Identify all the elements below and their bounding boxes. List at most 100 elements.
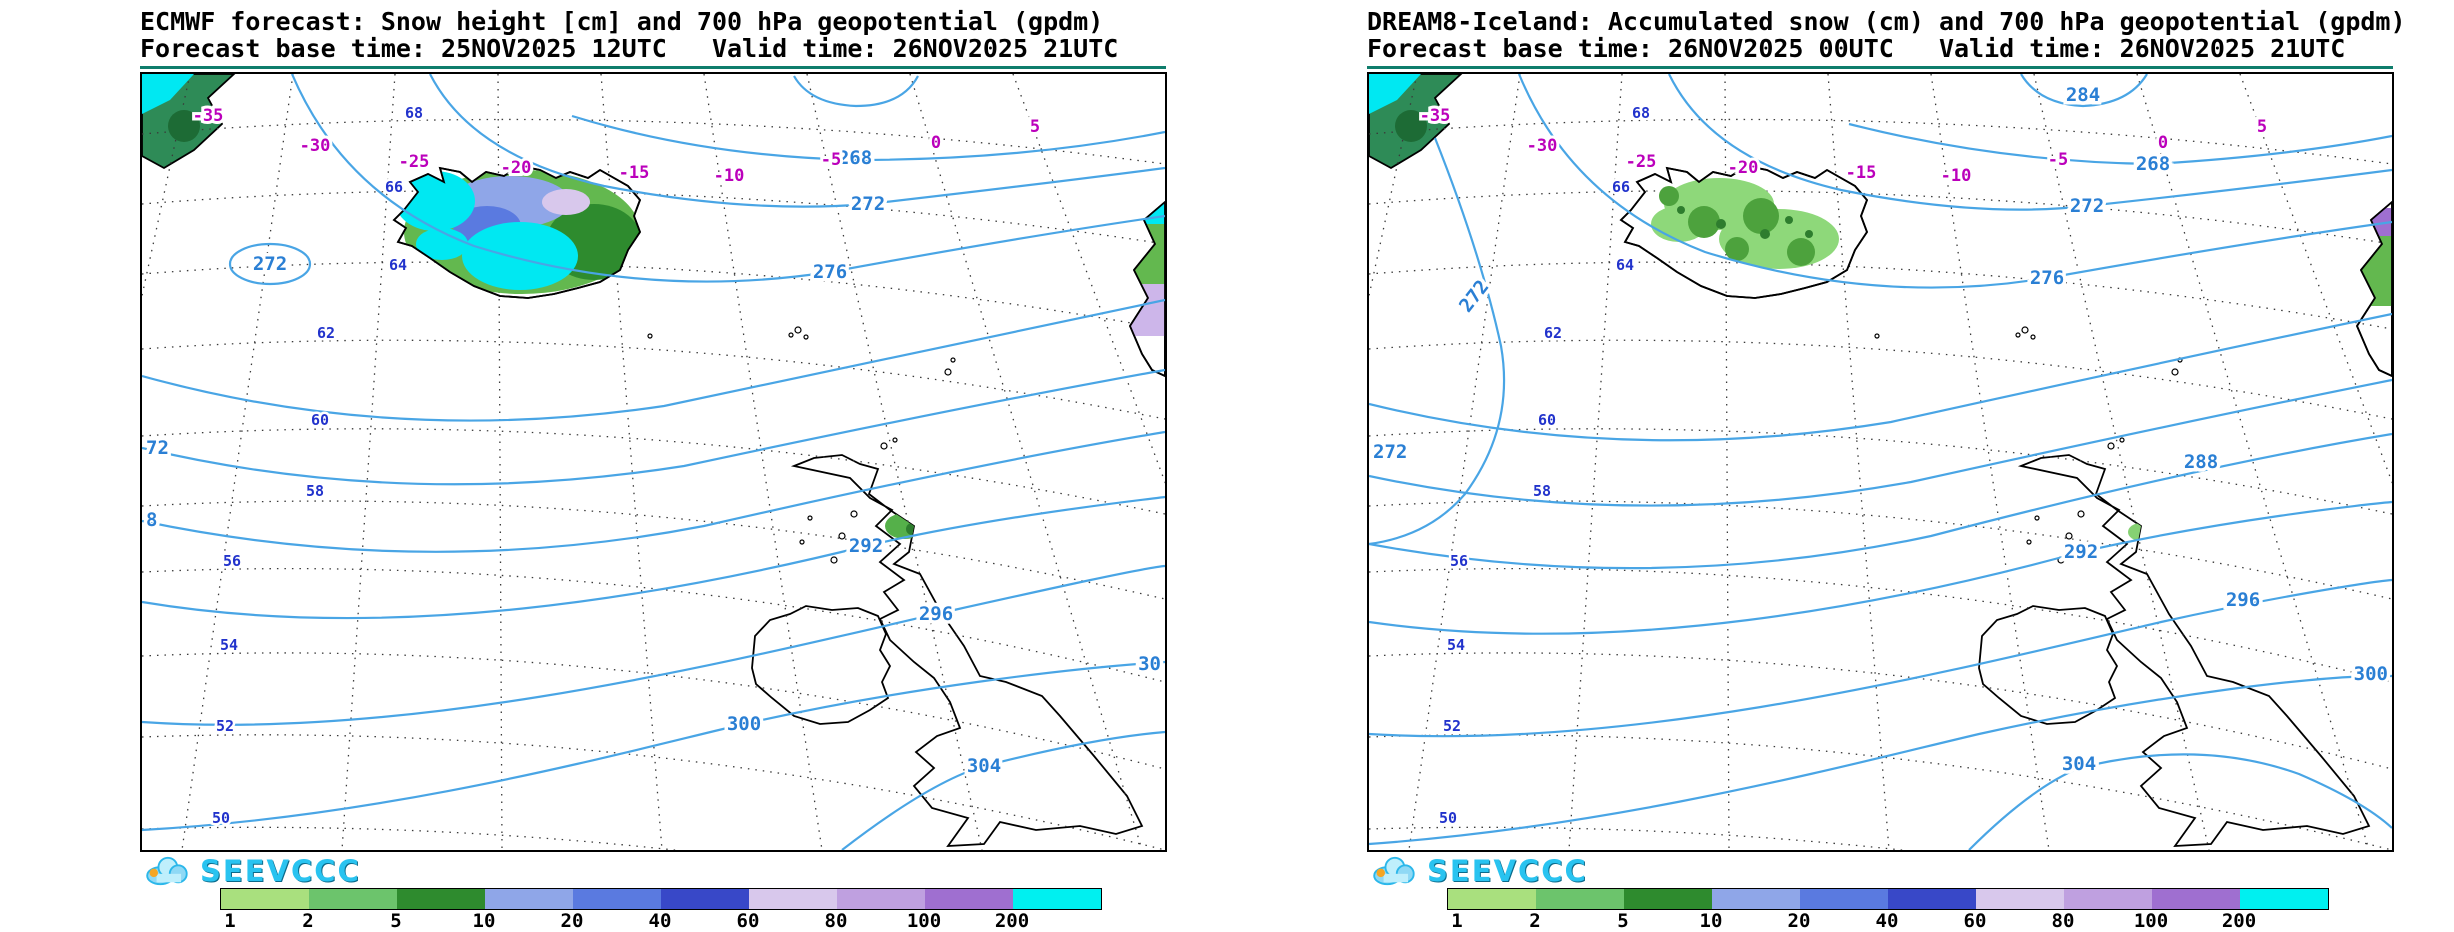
temperature-label: 5 <box>1030 117 1040 137</box>
ireland-coast <box>1978 605 2118 725</box>
colorbar-tick-label: 60 <box>1963 910 1987 932</box>
colorbar-tick-label: 1 <box>224 910 236 932</box>
geopotential-label: 272 <box>2070 195 2104 217</box>
geopotential-label: 292 <box>849 535 883 557</box>
snow-shading-dream8 <box>1369 74 2392 568</box>
panel-dream8: DREAM8-Iceland: Accumulated snow (cm) an… <box>1227 0 2454 932</box>
geopotential-label: 276 <box>813 261 847 283</box>
colorbar-strip <box>1447 888 2329 910</box>
colorbar-tick-label: 10 <box>472 910 496 932</box>
geopotential-label: 288 <box>2184 451 2218 473</box>
temperature-label: -15 <box>1846 163 1877 183</box>
latitude-label: 68 <box>1632 104 1650 122</box>
temperature-labels: -35 -30 -25 -20 -15 -10 -5 0 5 <box>190 103 1043 189</box>
latitude-label: 56 <box>223 552 241 570</box>
geopotential-label: 300 <box>2354 663 2388 685</box>
temperature-label: 5 <box>2257 117 2267 137</box>
temperature-label: -25 <box>399 152 430 172</box>
colorbar-ticks: 1 2 5 10 20 40 60 80 100 200 <box>1447 910 2327 932</box>
temperature-label: 0 <box>2158 133 2168 153</box>
colorbar-segment <box>749 889 837 909</box>
geopotential-label: 30 <box>1138 653 1161 675</box>
colorbar-segment <box>837 889 925 909</box>
colorbar-segment <box>1536 889 1624 909</box>
temperature-label: 0 <box>931 133 941 153</box>
temperature-label: -10 <box>1941 166 1972 186</box>
latitude-label: 64 <box>1616 256 1634 274</box>
colorbar-segment <box>309 889 397 909</box>
temperature-labels: -35 -30 -25 -20 -15 -10 -5 0 5 <box>1417 103 2270 189</box>
latitude-label: 66 <box>385 178 403 196</box>
latitude-label: 58 <box>306 482 324 500</box>
panel-ecmwf-footer: SEEVCCC 1 2 5 <box>140 854 1227 932</box>
latitude-label: 54 <box>220 636 238 654</box>
colorbar-segment <box>2240 889 2328 909</box>
latitude-label: 64 <box>389 256 407 274</box>
geopotential-label: 268 <box>2136 153 2170 175</box>
geopotential-label: 268 <box>838 147 872 169</box>
geopotential-label: 296 <box>2226 589 2260 611</box>
temperature-label: -5 <box>821 150 841 170</box>
geopotential-label: 304 <box>967 755 1001 777</box>
colorbar-segment <box>1888 889 1976 909</box>
logo-text: SEEVCCC <box>200 854 361 888</box>
colorbar-tick-label: 40 <box>1875 910 1899 932</box>
snow-colorbar: 1 2 5 10 20 40 60 80 100 200 <box>1447 888 2329 932</box>
latitude-label: 52 <box>216 717 234 735</box>
panel-title: ECMWF forecast: Snow height [cm] and 700… <box>140 7 1104 36</box>
geopotential-contours <box>142 74 1165 850</box>
temperature-label: -5 <box>2048 150 2068 170</box>
colorbar-tick-label: 80 <box>2051 910 2075 932</box>
panel-dream8-header: DREAM8-Iceland: Accumulated snow (cm) an… <box>1367 8 2406 69</box>
colorbar-segment <box>2064 889 2152 909</box>
colorbar-ticks: 1 2 5 10 20 40 60 80 100 200 <box>220 910 1100 932</box>
geopotential-label: 272 <box>1373 441 1407 463</box>
temperature-label: -20 <box>1728 158 1759 178</box>
temperature-label: -10 <box>714 166 745 186</box>
colorbar-segment <box>925 889 1013 909</box>
geopotential-label: 300 <box>727 713 761 735</box>
latitude-label: 60 <box>1538 411 1556 429</box>
colorbar-tick-label: 10 <box>1699 910 1723 932</box>
temperature-label: -15 <box>619 163 650 183</box>
colorbar-tick-label: 20 <box>560 910 584 932</box>
map-dream8: 284 268 272 276 272 272 288 292 296 300 … <box>1367 72 2394 852</box>
panel-ecmwf-header: ECMWF forecast: Snow height [cm] and 700… <box>140 8 1166 69</box>
colorbar-segment <box>221 889 309 909</box>
temperature-label: -35 <box>193 106 224 126</box>
geopotential-label: 276 <box>2030 267 2064 289</box>
colorbar-segment <box>1624 889 1712 909</box>
geopotential-label: 272 <box>851 193 885 215</box>
snow-colorbar: 1 2 5 10 20 40 60 80 100 200 <box>220 888 1102 932</box>
latitude-labels: 68 66 64 62 60 58 56 54 52 50 <box>1436 102 1652 830</box>
geopotential-label: 296 <box>919 603 953 625</box>
colorbar-tick-label: 60 <box>736 910 760 932</box>
colorbar-tick-label: 200 <box>994 910 1030 932</box>
latitude-labels: 68 66 64 62 60 58 56 54 52 50 <box>209 102 425 830</box>
colorbar-segment <box>1800 889 1888 909</box>
colorbar-segment <box>397 889 485 909</box>
latitude-label: 52 <box>1443 717 1461 735</box>
panel-subtitle: Forecast base time: 26NOV2025 00UTC Vali… <box>1367 34 2346 63</box>
colorbar-tick-label: 80 <box>824 910 848 932</box>
colorbar-tick-label: 2 <box>1529 910 1541 932</box>
temperature-label: -20 <box>501 158 532 178</box>
colorbar-segment <box>2152 889 2240 909</box>
latitude-label: 56 <box>1450 552 1468 570</box>
colorbar-tick-label: 40 <box>648 910 672 932</box>
cloud-logo-icon <box>1373 856 1415 886</box>
panel-subtitle: Forecast base time: 25NOV2025 12UTC Vali… <box>140 34 1119 63</box>
colorbar-segment <box>1013 889 1101 909</box>
colorbar-tick-label: 5 <box>1617 910 1629 932</box>
latitude-label: 50 <box>212 809 230 827</box>
colorbar-tick-label: 1 <box>1451 910 1463 932</box>
latitude-label: 68 <box>405 104 423 122</box>
colorbar-segment <box>1712 889 1800 909</box>
logo-text: SEEVCCC <box>1427 854 1588 888</box>
temperature-label: -35 <box>1420 106 1451 126</box>
colorbar-tick-label: 200 <box>2221 910 2257 932</box>
temperature-label: -30 <box>1527 136 1558 156</box>
geopotential-label: 304 <box>2062 753 2096 775</box>
colorbar-segment <box>573 889 661 909</box>
